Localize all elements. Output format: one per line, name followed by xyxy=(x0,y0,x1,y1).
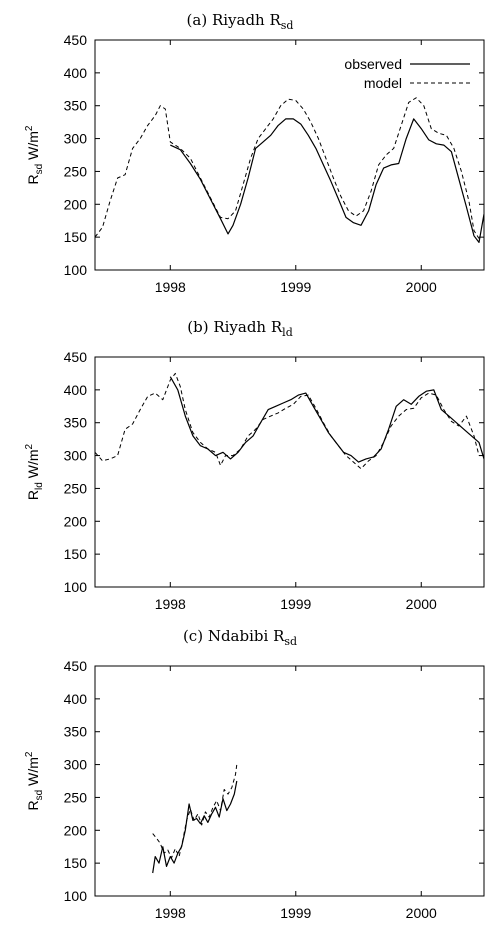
x-tick-label: 1998 xyxy=(155,905,186,921)
y-axis-label-sub: ld xyxy=(34,482,45,490)
y-axis-label-main: R xyxy=(25,174,41,184)
y-axis-label: Rsd W/m2 xyxy=(24,125,45,184)
y-tick-label: 400 xyxy=(64,382,88,398)
panel-title-sub: sd xyxy=(284,635,297,648)
y-axis-label-sub: sd xyxy=(34,790,45,801)
series-line-model xyxy=(95,97,480,239)
panel-title: (b) Riyadh Rld xyxy=(187,318,292,339)
y-tick-label: 350 xyxy=(64,724,88,740)
panel-ndabibi-rsd: (c) Ndabibi Rsd1001502002503003504004501… xyxy=(24,627,485,921)
x-tick-label: 1999 xyxy=(280,279,311,295)
y-tick-label: 150 xyxy=(64,229,88,245)
y-tick-label: 450 xyxy=(64,32,88,48)
y-axis-label-sup: 2 xyxy=(24,125,35,131)
y-tick-label: 100 xyxy=(64,579,88,595)
series-line-observed xyxy=(152,780,238,874)
y-tick-label: 250 xyxy=(64,480,88,496)
panel-title-main: (a) Riyadh R xyxy=(187,11,282,29)
y-tick-label: 350 xyxy=(64,415,88,431)
series-line-model xyxy=(95,372,480,470)
y-tick-label: 250 xyxy=(64,789,88,805)
series-line-observed xyxy=(170,118,484,243)
y-tick-label: 250 xyxy=(64,163,88,179)
y-axis-label-main: R xyxy=(25,490,41,500)
y-tick-label: 400 xyxy=(64,65,88,81)
y-tick-label: 200 xyxy=(64,513,88,529)
x-tick-label: 1999 xyxy=(280,905,311,921)
panel-riyadh-rld: (b) Riyadh Rld10015020025030035040045019… xyxy=(24,318,485,612)
y-tick-label: 200 xyxy=(64,196,88,212)
y-tick-label: 450 xyxy=(64,658,88,674)
y-tick-label: 150 xyxy=(64,855,88,871)
panel-title-sub: sd xyxy=(281,19,294,32)
y-axis-label-sup: 2 xyxy=(24,443,35,449)
y-tick-label: 350 xyxy=(64,98,88,114)
x-tick-label: 2000 xyxy=(406,596,437,612)
y-axis-label-unit: W/m xyxy=(25,449,41,478)
panel-title: (c) Ndabibi Rsd xyxy=(183,627,297,648)
y-axis-label-unit: W/m xyxy=(25,131,41,160)
plot-frame xyxy=(94,356,485,588)
panel-title-main: (c) Ndabibi R xyxy=(183,627,285,645)
x-tick-label: 2000 xyxy=(406,279,437,295)
y-tick-label: 400 xyxy=(64,691,88,707)
plot-frame xyxy=(94,665,485,897)
panel-title-main: (b) Riyadh R xyxy=(187,318,283,336)
y-tick-label: 300 xyxy=(64,757,88,773)
legend-label-model: model xyxy=(364,75,402,91)
y-axis-label-unit: W/m xyxy=(25,757,41,786)
y-tick-label: 100 xyxy=(64,888,88,904)
series-line-observed xyxy=(169,376,484,463)
y-tick-label: 450 xyxy=(64,349,88,365)
legend-label-observed: observed xyxy=(344,56,402,72)
y-tick-label: 300 xyxy=(64,448,88,464)
y-tick-label: 300 xyxy=(64,131,88,147)
y-axis-label-sub: sd xyxy=(34,164,45,175)
x-tick-label: 2000 xyxy=(406,905,437,921)
panel-title: (a) Riyadh Rsd xyxy=(187,11,294,32)
y-tick-label: 150 xyxy=(64,546,88,562)
y-axis-label: Rsd W/m2 xyxy=(24,751,45,810)
series-line-model xyxy=(152,764,238,859)
y-axis-label-sup: 2 xyxy=(24,751,35,757)
y-tick-label: 200 xyxy=(64,822,88,838)
panel-riyadh-rsd: (a) Riyadh Rsd10015020025030035040045019… xyxy=(24,11,485,295)
y-axis-label: Rld W/m2 xyxy=(24,443,45,500)
y-axis-label-main: R xyxy=(25,800,41,810)
x-tick-label: 1998 xyxy=(155,596,186,612)
x-tick-label: 1998 xyxy=(155,279,186,295)
y-tick-label: 100 xyxy=(64,262,88,278)
x-tick-label: 1999 xyxy=(280,596,311,612)
panel-title-sub: ld xyxy=(282,326,293,339)
plot-frame xyxy=(94,39,485,271)
